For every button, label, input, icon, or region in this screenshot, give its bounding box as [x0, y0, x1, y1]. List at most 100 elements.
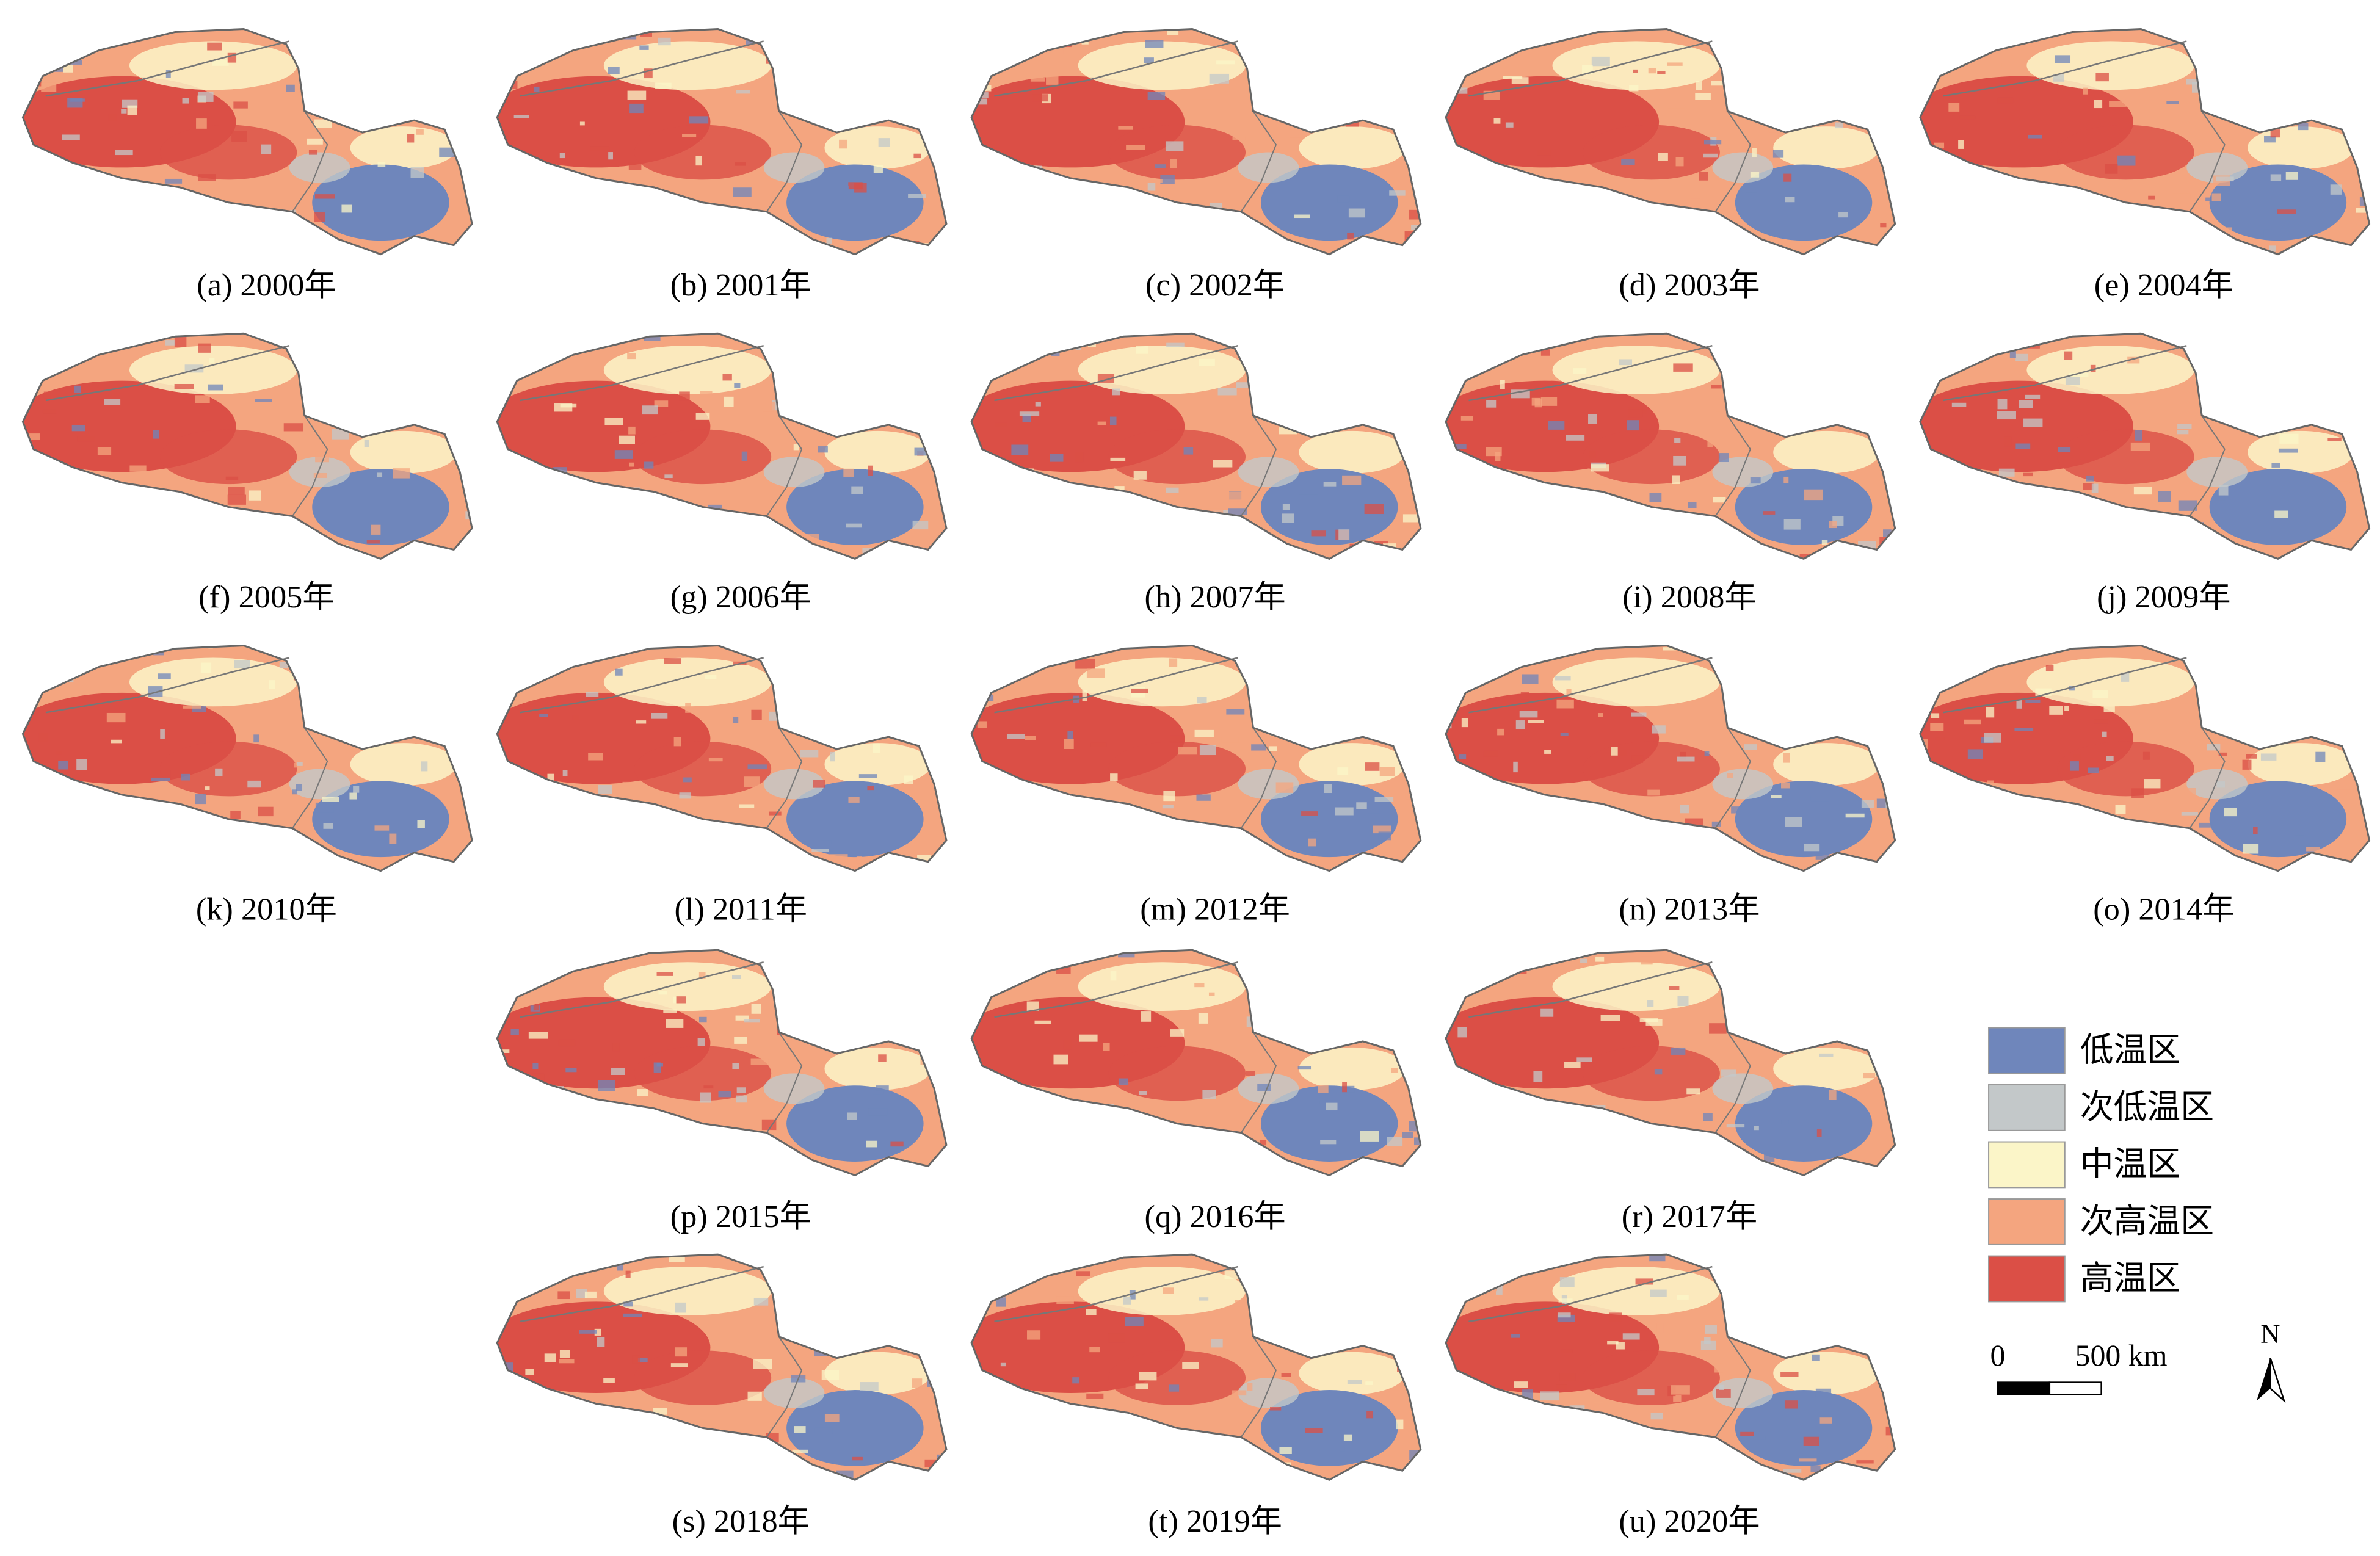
texture-patch — [2260, 753, 2277, 761]
texture-patch — [1753, 386, 1773, 395]
texture-patch — [1746, 1436, 1766, 1440]
texture-patch — [782, 1469, 799, 1478]
texture-patch — [2177, 424, 2192, 429]
texture-patch — [2277, 209, 2296, 214]
texture-patch — [524, 664, 531, 675]
legend-label: 次低温区 — [2080, 1088, 2214, 1126]
texture-patch — [1491, 1156, 1503, 1165]
texture-patch — [2028, 134, 2042, 139]
texture-patch — [1137, 243, 1155, 251]
texture-patch — [789, 242, 797, 247]
texture-patch — [775, 1286, 783, 1293]
texture-patch — [106, 712, 126, 723]
texture-patch — [1711, 385, 1722, 389]
zone-low — [1735, 781, 1873, 858]
texture-patch — [769, 711, 788, 721]
zone-mid — [1773, 1352, 1880, 1395]
texture-patch — [1109, 416, 1117, 425]
texture-patch — [1746, 186, 1757, 193]
texture-patch — [860, 1382, 879, 1391]
texture-patch — [1647, 1000, 1654, 1007]
texture-patch — [165, 340, 176, 346]
texture-patch — [2064, 706, 2069, 711]
texture-patch — [541, 1443, 558, 1450]
texture-patch — [979, 694, 994, 701]
texture-patch — [658, 37, 671, 46]
texture-patch — [741, 1449, 757, 1456]
texture-patch — [165, 70, 171, 78]
texture-patch — [598, 1080, 615, 1091]
texture-patch — [1819, 1053, 1834, 1057]
texture-patch — [1053, 1054, 1068, 1065]
texture-patch — [1027, 656, 1040, 660]
texture-patch — [2268, 245, 2276, 252]
texture-patch — [1594, 1402, 1603, 1406]
texture-patch — [569, 189, 584, 194]
texture-patch — [431, 86, 449, 92]
texture-patch — [1320, 1140, 1337, 1145]
texture-patch — [1409, 209, 1421, 220]
texture-patch — [1845, 861, 1857, 868]
texture-patch — [622, 781, 631, 786]
texture-patch — [628, 162, 642, 170]
texture-patch — [1815, 853, 1830, 860]
texture-patch — [1886, 742, 1895, 748]
legend-swatch — [1988, 1198, 2066, 1245]
zone-mid — [603, 657, 772, 707]
texture-patch — [2099, 508, 2108, 519]
texture-patch — [664, 658, 681, 664]
texture-patch — [1039, 651, 1050, 660]
texture-patch — [1533, 825, 1550, 831]
texture-patch — [1451, 1450, 1462, 1454]
zone-high — [2057, 429, 2194, 485]
texture-patch — [1540, 855, 1555, 859]
texture-patch — [1680, 751, 1686, 760]
texture-patch — [1043, 245, 1062, 250]
zone-mid — [1299, 126, 1406, 169]
texture-patch — [1221, 737, 1239, 743]
texture-patch — [2337, 789, 2351, 795]
boundary-line — [994, 657, 1238, 714]
texture-patch — [1182, 1362, 1199, 1369]
texture-patch — [528, 647, 543, 654]
texture-patch — [41, 82, 57, 92]
scale-end: 500 km — [2075, 1339, 2168, 1372]
texture-patch — [975, 85, 992, 92]
texture-patch — [680, 514, 700, 522]
texture-patch — [769, 811, 782, 816]
texture-patch — [1398, 969, 1411, 975]
texture-patch — [1728, 665, 1739, 674]
texture-patch — [1400, 63, 1407, 69]
texture-patch — [1135, 535, 1144, 544]
texture-patch — [2166, 101, 2179, 104]
texture-patch — [2349, 42, 2359, 49]
texture-patch — [1407, 969, 1414, 977]
texture-patch — [1282, 513, 1294, 523]
map-outline — [1919, 332, 2371, 560]
texture-patch — [655, 82, 672, 89]
texture-patch — [1300, 117, 1310, 123]
texture-patch — [2299, 712, 2313, 718]
texture-patch — [1885, 718, 1895, 728]
zone-high — [1108, 429, 1246, 485]
zone-low — [1260, 164, 1398, 241]
texture-patch — [513, 1408, 520, 1413]
texture-patch — [1726, 1124, 1745, 1128]
texture-patch — [364, 93, 376, 100]
texture-patch — [1291, 71, 1304, 76]
texture-patch — [673, 737, 681, 747]
texture-patch — [1967, 749, 1983, 759]
texture-patch — [1118, 126, 1133, 130]
texture-patch — [603, 228, 616, 232]
texture-patch — [1459, 754, 1467, 759]
texture-patch — [588, 753, 603, 761]
texture-patch — [1461, 718, 1468, 728]
texture-patch — [751, 1004, 761, 1014]
texture-patch — [1046, 74, 1059, 85]
texture-patch — [939, 744, 946, 755]
texture-patch — [634, 1165, 652, 1169]
texture-patch — [612, 1043, 620, 1052]
texture-patch — [1973, 186, 1990, 192]
texture-patch — [2224, 808, 2237, 817]
texture-patch — [1199, 1297, 1209, 1301]
